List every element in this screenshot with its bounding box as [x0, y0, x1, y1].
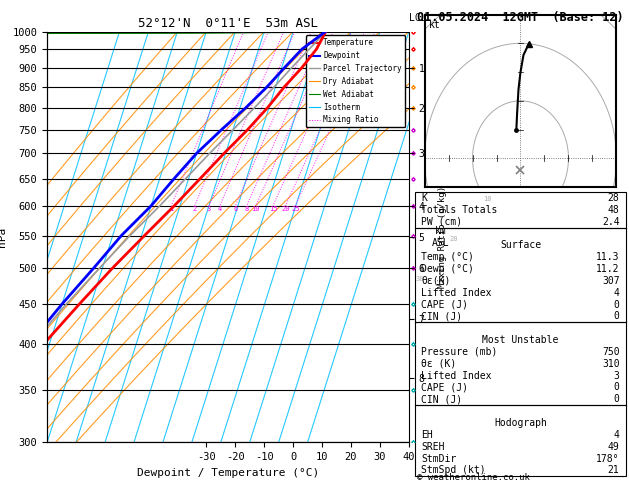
- Text: 310: 310: [602, 359, 620, 369]
- Text: 15: 15: [269, 206, 277, 212]
- Text: 0: 0: [614, 312, 620, 321]
- Text: 0: 0: [614, 382, 620, 392]
- Text: Pressure (mb): Pressure (mb): [421, 347, 498, 357]
- Text: 1: 1: [169, 206, 174, 212]
- Text: 10: 10: [482, 195, 491, 202]
- Text: 0: 0: [614, 299, 620, 310]
- Text: 01.05.2024  12GMT  (Base: 12): 01.05.2024 12GMT (Base: 12): [417, 11, 623, 24]
- Text: SREH: SREH: [421, 442, 445, 451]
- Text: 48: 48: [608, 205, 620, 215]
- Text: Most Unstable: Most Unstable: [482, 335, 559, 345]
- Text: PW (cm): PW (cm): [421, 217, 462, 226]
- Text: Lifted Index: Lifted Index: [421, 371, 492, 381]
- Text: CAPE (J): CAPE (J): [421, 299, 469, 310]
- Text: 4: 4: [218, 206, 222, 212]
- Text: StmDir: StmDir: [421, 453, 457, 464]
- Text: 6: 6: [233, 206, 238, 212]
- Text: Temp (°C): Temp (°C): [421, 252, 474, 262]
- Text: 20: 20: [281, 206, 290, 212]
- Y-axis label: km
ASL: km ASL: [432, 226, 450, 248]
- Text: Dewp (°C): Dewp (°C): [421, 264, 474, 274]
- Text: 21: 21: [608, 466, 620, 475]
- Text: 2: 2: [192, 206, 197, 212]
- Text: K: K: [421, 193, 427, 203]
- Text: 750: 750: [602, 347, 620, 357]
- Text: Totals Totals: Totals Totals: [421, 205, 498, 215]
- Y-axis label: hPa: hPa: [0, 227, 7, 247]
- Text: CIN (J): CIN (J): [421, 312, 462, 321]
- Text: Hodograph: Hodograph: [494, 418, 547, 428]
- Text: Mixing Ratio (g/kg): Mixing Ratio (g/kg): [438, 186, 447, 288]
- Text: CIN (J): CIN (J): [421, 394, 462, 404]
- Text: Surface: Surface: [500, 240, 541, 250]
- Text: LCL: LCL: [409, 14, 426, 23]
- Text: 4: 4: [614, 288, 620, 297]
- Text: 307: 307: [602, 276, 620, 286]
- Text: 3: 3: [207, 206, 211, 212]
- Text: 11.3: 11.3: [596, 252, 620, 262]
- Text: 8: 8: [245, 206, 249, 212]
- Text: EH: EH: [421, 430, 433, 440]
- Text: 2.4: 2.4: [602, 217, 620, 226]
- Text: 28: 28: [608, 193, 620, 203]
- Text: 0: 0: [614, 394, 620, 404]
- Text: 3: 3: [614, 371, 620, 381]
- Text: θε(K): θε(K): [421, 276, 451, 286]
- Text: 25: 25: [291, 206, 299, 212]
- Text: 30: 30: [416, 276, 424, 282]
- Text: StmSpd (kt): StmSpd (kt): [421, 466, 486, 475]
- Text: Lifted Index: Lifted Index: [421, 288, 492, 297]
- Text: CAPE (J): CAPE (J): [421, 382, 469, 392]
- Legend: Temperature, Dewpoint, Parcel Trajectory, Dry Adiabat, Wet Adiabat, Isotherm, Mi: Temperature, Dewpoint, Parcel Trajectory…: [306, 35, 405, 127]
- Text: 11.2: 11.2: [596, 264, 620, 274]
- Text: 10: 10: [252, 206, 260, 212]
- Text: © weatheronline.co.uk: © weatheronline.co.uk: [417, 473, 530, 482]
- Text: kt: kt: [428, 20, 440, 30]
- Text: 4: 4: [614, 430, 620, 440]
- Text: θε (K): θε (K): [421, 359, 457, 369]
- Text: 20: 20: [449, 236, 458, 242]
- Text: 49: 49: [608, 442, 620, 451]
- Text: 178°: 178°: [596, 453, 620, 464]
- X-axis label: Dewpoint / Temperature (°C): Dewpoint / Temperature (°C): [137, 468, 319, 478]
- Title: 52°12'N  0°11'E  53m ASL: 52°12'N 0°11'E 53m ASL: [138, 17, 318, 31]
